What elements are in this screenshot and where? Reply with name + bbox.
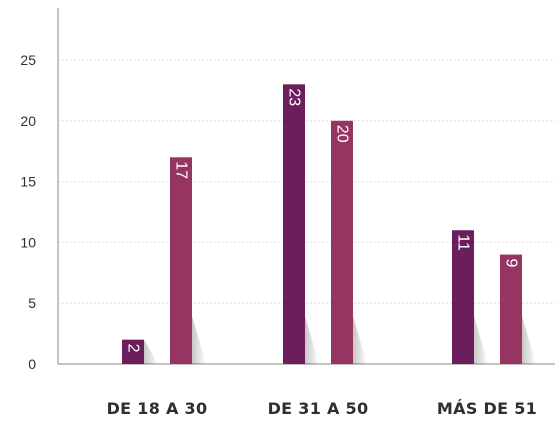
y-tick-label-25: 25 bbox=[20, 52, 36, 68]
data-label: 11 bbox=[455, 234, 472, 251]
y-tick-label-5: 5 bbox=[28, 295, 36, 311]
labels: 0 5 10 15 20 25 2 17 DE 18 A 30 23 20 DE 31 A 50 11 9… bbox=[20, 52, 537, 418]
x-category-label: MÁS DE 51 bbox=[437, 399, 537, 418]
data-label: 20 bbox=[334, 125, 351, 143]
axes bbox=[57, 8, 555, 365]
data-label: 9 bbox=[503, 259, 520, 268]
bar-series-1-2 bbox=[452, 230, 474, 364]
x-category-label: DE 18 A 30 bbox=[107, 399, 208, 418]
bar-shadow bbox=[474, 316, 488, 364]
bar-series-2-2 bbox=[500, 254, 522, 364]
data-label: 2 bbox=[125, 344, 142, 353]
y-tick-label-10: 10 bbox=[20, 234, 36, 250]
bar-series-1-0 bbox=[122, 339, 144, 364]
gridlines bbox=[58, 59, 555, 304]
bar-series-2-0 bbox=[170, 157, 192, 364]
y-tick-label-15: 15 bbox=[20, 174, 36, 190]
x-category-label: DE 31 A 50 bbox=[268, 399, 369, 418]
bar-shadows bbox=[144, 316, 536, 364]
bar-shadow bbox=[144, 339, 158, 364]
bar-series-1-1 bbox=[283, 84, 305, 364]
bar-shadow bbox=[305, 316, 319, 364]
bar-shadow bbox=[192, 316, 206, 364]
data-label: 23 bbox=[286, 88, 303, 106]
y-tick-label-20: 20 bbox=[20, 113, 36, 129]
bar-series-2-1 bbox=[331, 120, 353, 364]
data-label: 17 bbox=[173, 161, 190, 179]
y-tick-label-0: 0 bbox=[28, 356, 36, 372]
bars bbox=[122, 84, 522, 364]
bar-shadow bbox=[353, 316, 367, 364]
bar-shadow bbox=[522, 316, 536, 364]
